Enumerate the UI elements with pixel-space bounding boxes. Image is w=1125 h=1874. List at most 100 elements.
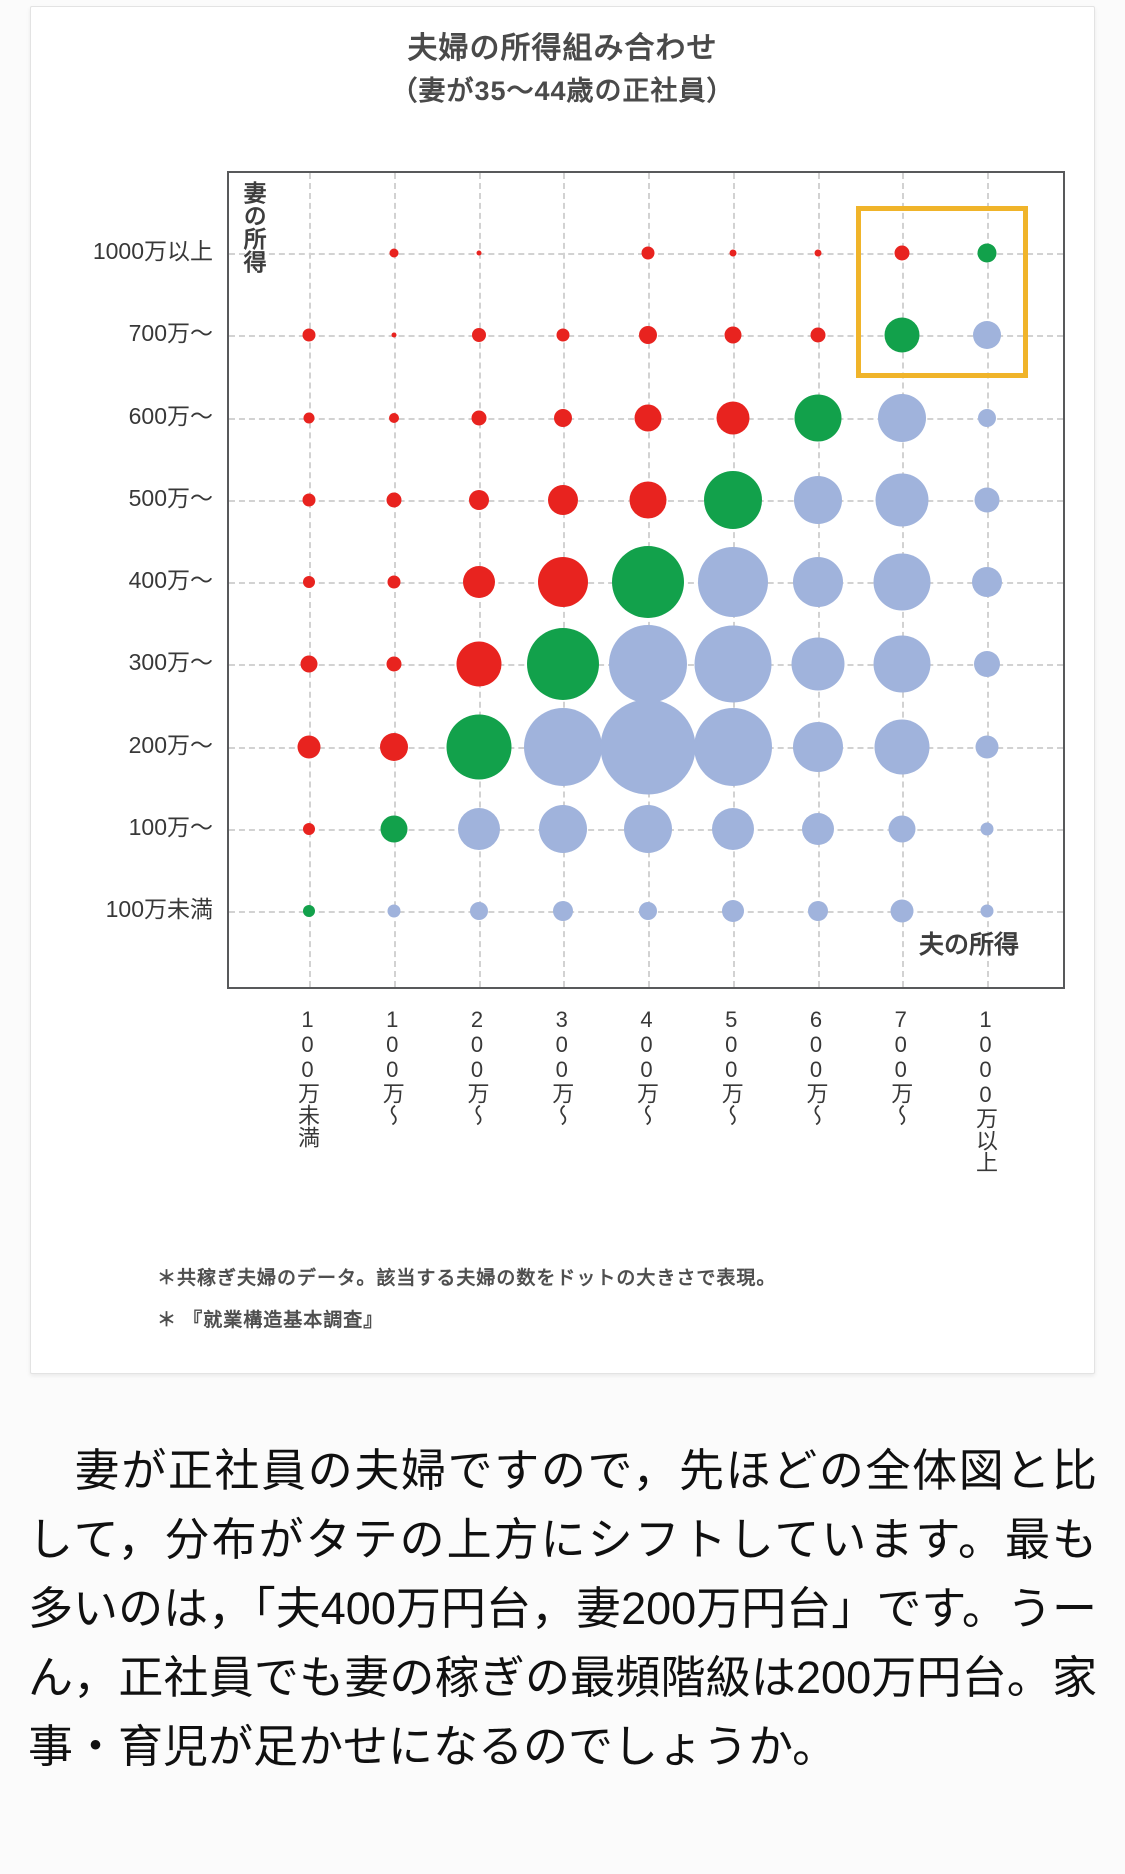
- bubble: [554, 408, 573, 427]
- bubble: [874, 719, 930, 774]
- bubble: [792, 721, 843, 772]
- bubble: [894, 245, 910, 261]
- bubble: [977, 243, 997, 263]
- bubble: [300, 655, 318, 673]
- bubble: [524, 707, 603, 786]
- bubble: [387, 904, 401, 918]
- bubble: [873, 635, 931, 693]
- y-axis-tick-label: 600万〜: [128, 402, 213, 429]
- chart-title: 夫婦の所得組み合わせ: [407, 32, 718, 65]
- bubble: [814, 249, 821, 257]
- bubble: [391, 332, 397, 338]
- bubble: [303, 412, 315, 423]
- y-axis-tick-label: 100万未満: [105, 896, 213, 922]
- x-axis-tick-label: 700万〜: [888, 1007, 914, 1126]
- bubble: [975, 735, 999, 758]
- bubble: [716, 401, 750, 434]
- x-axis-tick-label: 600万〜: [803, 1007, 829, 1126]
- bubble: [548, 484, 579, 515]
- bubble: [794, 394, 841, 441]
- chart-subtitle: （妻が35〜44歳の正社員）: [390, 76, 735, 106]
- bubble: [724, 326, 742, 344]
- bubble: [639, 326, 657, 345]
- bubble: [791, 637, 844, 691]
- bubble: [973, 321, 1001, 350]
- bubble: [694, 625, 772, 703]
- footnote-data-source: ＊共稼ぎ夫婦のデータ。該当する夫婦の数をドットの大きさで表現。: [157, 1268, 777, 1289]
- bubble: [388, 412, 399, 423]
- bubble: [801, 812, 834, 845]
- bubble: [539, 804, 588, 853]
- footnote-survey-name: ＊ 『就業構造基本調査』: [157, 1310, 384, 1331]
- bubble: [890, 899, 914, 923]
- bubble: [703, 470, 762, 529]
- bubble: [629, 481, 667, 519]
- bubble: [556, 328, 570, 342]
- bubble: [471, 410, 486, 425]
- bubble: [387, 575, 401, 589]
- bubble: [792, 557, 843, 607]
- y-axis-tick-label: 300万〜: [128, 649, 213, 676]
- y-axis-tick-label: 100万〜: [128, 813, 213, 840]
- x-axis-title: 夫の所得: [918, 931, 1019, 959]
- bubble: [974, 651, 1000, 678]
- bubble: [980, 904, 994, 918]
- x-axis-tick-label: 1000万以上: [973, 1007, 998, 1173]
- highlight-box: [856, 206, 1028, 379]
- bubble: [875, 473, 929, 527]
- bubble: [641, 246, 655, 260]
- y-axis-tick-label: 400万〜: [128, 567, 213, 593]
- y-axis-tick-label: 200万〜: [128, 731, 213, 758]
- plot-area: 妻の所得 夫の所得: [227, 171, 1065, 989]
- bubble: [389, 248, 399, 258]
- bubble: [693, 707, 772, 786]
- x-axis-tick-label: 400万〜: [634, 1007, 659, 1126]
- bubble: [457, 807, 500, 850]
- bubble: [471, 328, 486, 343]
- bubble: [974, 487, 1000, 513]
- bubble: [972, 567, 1002, 597]
- y-axis-tick-label: 500万〜: [128, 484, 213, 511]
- bubble: [624, 804, 672, 853]
- bubble: [297, 735, 321, 758]
- bubble: [978, 408, 996, 427]
- bubble: [884, 317, 920, 353]
- bubble: [469, 902, 488, 920]
- bubble: [476, 250, 481, 256]
- bubble: [697, 547, 768, 617]
- bubble: [873, 553, 931, 611]
- bubble: [379, 732, 408, 761]
- bubble: [468, 489, 489, 510]
- bubble: [888, 815, 916, 843]
- x-axis-tick-label: 300万〜: [549, 1007, 575, 1126]
- chart-card: 夫婦の所得組み合わせ （妻が35〜44歳の正社員） 妻の所得 夫の所得 1000…: [30, 6, 1095, 1374]
- bubble: [634, 404, 662, 431]
- x-axis-tick-label: 200万〜: [464, 1007, 490, 1126]
- bubble: [527, 628, 600, 701]
- bubble: [386, 492, 402, 508]
- bubble: [878, 393, 927, 442]
- bubble: [303, 576, 315, 588]
- bubble: [380, 815, 408, 843]
- bubble: [456, 641, 501, 687]
- bubble: [980, 822, 994, 836]
- bubble: [721, 900, 744, 922]
- bubble: [303, 822, 315, 835]
- bubble: [302, 328, 316, 342]
- bubble: [793, 475, 842, 524]
- x-axis-tick-label: 100万〜: [379, 1007, 405, 1126]
- bubble: [600, 699, 696, 794]
- bubble: [711, 807, 754, 850]
- bubble: [639, 902, 657, 920]
- x-axis-tick-label: 500万〜: [718, 1007, 744, 1126]
- bubble: [612, 546, 684, 618]
- bubble: [446, 714, 511, 779]
- bubble: [729, 249, 737, 257]
- bubble: [302, 493, 316, 507]
- bubble: [538, 557, 589, 607]
- bubble: [462, 566, 495, 598]
- article-paragraph: 妻が正社員の夫婦ですので，先ほどの全体図と比して，分布がタテの上方にシフトしてい…: [28, 1445, 1097, 1772]
- bubble: [807, 901, 828, 921]
- bubble: [810, 327, 825, 343]
- bubble: [609, 625, 687, 704]
